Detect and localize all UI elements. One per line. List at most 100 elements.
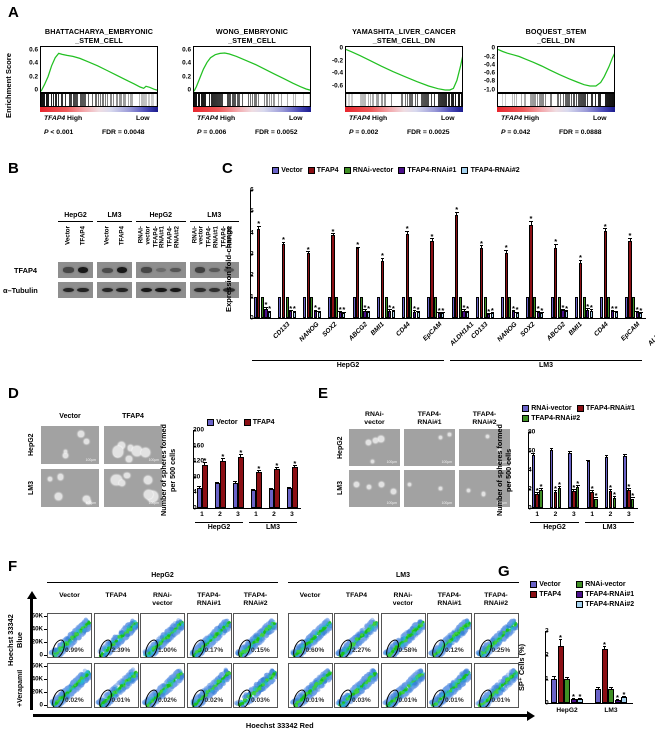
gsea-hit-tick <box>410 94 412 106</box>
blot-lane-label: vector <box>197 226 205 245</box>
gsea-hit-tick <box>142 94 144 106</box>
blot-group-label: LM3 <box>107 212 122 219</box>
gsea-hit-tick <box>408 94 410 106</box>
panelC-significance-star: * <box>603 221 607 231</box>
gsea-hit-tick <box>534 94 535 106</box>
panel-g-legend-item: Vector <box>530 581 561 588</box>
legend-label: TFAP4-RNAi#2 <box>585 601 635 608</box>
gsea-high-label-0: TFAP4 High <box>44 115 83 122</box>
gsea-hit-tick <box>369 94 371 106</box>
legend-label: Vector <box>539 581 561 588</box>
gsea-hit-tick <box>107 94 109 106</box>
blot-strip <box>189 262 239 278</box>
gsea-plot-3 <box>497 46 615 93</box>
gsea-ytick: 0.2 <box>29 73 38 81</box>
panelC-bar <box>426 296 430 318</box>
gsea-hit-tick <box>574 94 576 106</box>
panelC-bar <box>554 248 558 318</box>
legend-label: TFAP4 <box>539 591 561 598</box>
panel-f-ytick: 40K <box>31 625 43 633</box>
panelC-significance-star: * <box>292 304 296 314</box>
panelD-bar <box>220 460 226 508</box>
panelG-errorbar-cap <box>565 677 569 678</box>
l1: TFAP4- <box>197 592 221 599</box>
legend-label: RNAi-vector <box>531 405 572 412</box>
panel-f-percentage: 2.27% <box>352 647 371 654</box>
panel-d-col-label: Vector <box>59 413 81 420</box>
panelG-errorbar <box>566 677 568 679</box>
gsea-gene-name: TFAP4 <box>349 115 371 122</box>
panelC-bar <box>600 296 604 318</box>
panelD-errorbar-cap <box>233 480 237 482</box>
panel-f-ytick: 20K <box>31 638 43 646</box>
panel-d-xlabel: 1 <box>200 511 204 518</box>
blot-group-line <box>136 221 186 222</box>
panelE-errorbar <box>610 489 611 491</box>
panelD-ytick-mark <box>193 445 196 447</box>
gsea-hit-tick <box>120 94 122 106</box>
panelC-significance-star: * <box>635 304 639 314</box>
panelD-ytick-label: 120 <box>193 457 205 465</box>
panelC-significance-star: * <box>529 214 533 223</box>
panelD-bar <box>232 483 238 508</box>
panelG-ytick-label: 2 <box>545 651 549 659</box>
panelC-bar <box>303 296 307 318</box>
legend-swatch <box>576 581 583 588</box>
gsea-hit-tick <box>383 94 385 106</box>
panel-c-xlabel: NANOG <box>496 321 519 344</box>
gsea-hit-tick <box>567 94 569 106</box>
panelE-x-axis <box>528 508 638 509</box>
panelC-significance-star: * <box>490 305 494 315</box>
sphere <box>486 435 490 439</box>
sphere <box>407 482 411 486</box>
panelG-significance-star: * <box>578 692 582 702</box>
panelC-errorbar-cap <box>540 312 544 313</box>
panel-f-percentage: 0.12% <box>445 647 464 654</box>
panelE-bar <box>553 491 558 508</box>
panelC-errorbar-cap <box>267 310 272 312</box>
gsea-hit-tick <box>227 94 228 106</box>
gsea-gene-name: TFAP4 <box>197 115 219 122</box>
panelE-errorbar-cap <box>623 453 627 455</box>
gsea-yticks-3: 0 -0.2 -0.4 -0.6 -0.8 -1.0 <box>473 45 495 93</box>
panel-f-percentage: 0.60% <box>305 647 325 654</box>
panelC-significance-star: * <box>388 302 392 312</box>
gsea-hit-tick <box>144 94 146 106</box>
l2: RNAi#1 <box>196 600 222 607</box>
panel-c-xlabel: NANOG <box>298 321 321 344</box>
panel-c-legend-item: TFAP4-RNAi#2 <box>461 167 520 174</box>
panel-f-plot-row2 <box>186 663 232 708</box>
panelC-bar <box>455 214 459 318</box>
panelE-bar <box>535 493 539 508</box>
panelC-significance-star: * <box>628 231 632 241</box>
panelE-significance-star: * <box>535 485 539 495</box>
gsea-hit-tick <box>237 94 239 106</box>
panelE-errorbar-cap <box>575 484 580 486</box>
gsea-gene-name: TFAP4 <box>44 115 66 122</box>
panelE-bar <box>539 489 543 508</box>
panel-f-percentage: 0.17% <box>204 647 224 654</box>
sphere <box>57 474 64 480</box>
panelC-errorbar <box>505 249 507 254</box>
gsea-hit-tick <box>461 94 462 106</box>
gsea-hit-tick <box>559 94 561 106</box>
gsea-hit-tick <box>270 94 272 106</box>
panel-e-row-label: HepG2 <box>337 436 344 459</box>
blot-band <box>63 267 74 273</box>
blot-band <box>116 287 128 293</box>
gsea-hit-tick <box>431 94 433 106</box>
legend-label: TFAP4-RNAi#2 <box>531 415 581 422</box>
panelG-errorbar-cap <box>578 698 582 699</box>
panelD-errorbar-cap <box>203 462 207 464</box>
panel-f-cellline-line <box>287 582 519 583</box>
panel-c-group-line <box>450 360 642 361</box>
panelC-bar <box>578 262 583 318</box>
blot-group-line <box>58 221 93 222</box>
panelC-bar <box>384 296 388 318</box>
panel-f-ytick-mark <box>44 642 47 643</box>
gsea-hit-tick <box>539 94 541 106</box>
panelC-ytick-label: 0 <box>250 314 254 322</box>
panelC-bar <box>268 312 272 318</box>
gsea-hit-tick <box>41 94 43 106</box>
gsea-hit-tick <box>200 94 202 106</box>
